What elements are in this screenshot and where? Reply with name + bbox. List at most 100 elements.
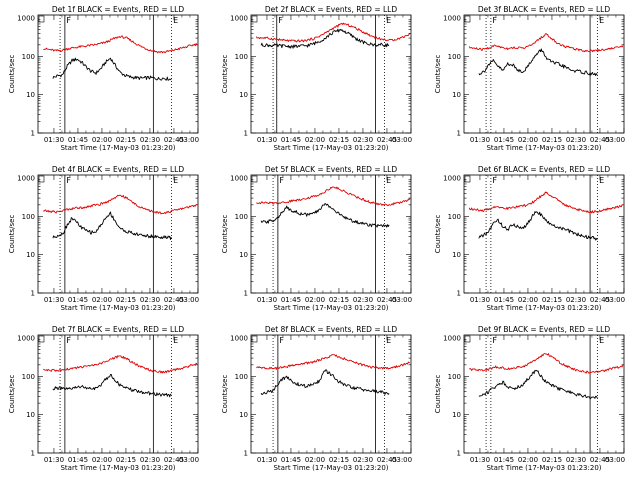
detector-panel-4: Det 4f BLACK = Events, RED = LLD 1 10 100 10… [8, 165, 199, 312]
lld-series-line [256, 186, 411, 207]
plot-frame [37, 334, 199, 454]
y-tick-label: 1 [31, 130, 35, 138]
x-axis-label: Start Time (17-May-03 01:23:20) [60, 304, 175, 312]
x-tick-label: 02:15 [542, 456, 562, 464]
y-tick-label: 10 [452, 91, 461, 99]
marker-label: E [599, 176, 604, 185]
x-tick-label: 01:45 [68, 456, 88, 464]
lld-series-line [468, 33, 624, 53]
x-tick-label: 02:45 [590, 456, 610, 464]
x-tick-label: 02:30 [353, 456, 373, 464]
x-tick-label: 03:00 [605, 136, 625, 144]
corner-box [251, 15, 258, 23]
y-axis-label: Counts/sec [221, 375, 229, 414]
y-tick-label: 1 [244, 130, 248, 138]
x-tick-label: 03:00 [179, 456, 199, 464]
marker-label: E [173, 176, 178, 185]
y-tick-label: 100 [22, 373, 35, 381]
x-tick-label: 01:45 [68, 296, 88, 304]
x-tick-label: 03:00 [605, 456, 625, 464]
x-axis-label: Start Time (17-May-03 01:23:20) [273, 304, 388, 312]
x-tick-label: 02:00 [92, 456, 112, 464]
y-tick-label: 1000 [17, 175, 35, 183]
panel-title: Det 7f BLACK = Events, RED = LLD [52, 325, 185, 334]
panel-title: Det 9f BLACK = Events, RED = LLD [478, 325, 611, 334]
y-axis-label: Counts/sec [434, 55, 442, 94]
x-tick-label: 02:45 [377, 136, 397, 144]
marker-label: E [173, 16, 178, 25]
y-tick-label: 10 [239, 91, 248, 99]
x-tick-label: 02:45 [590, 296, 610, 304]
x-tick-label: 03:00 [179, 136, 199, 144]
y-tick-label: 1000 [230, 175, 248, 183]
panel-title: Det 6f BLACK = Events, RED = LLD [478, 165, 611, 174]
x-tick-label: 02:15 [329, 136, 349, 144]
x-tick-label: 02:30 [566, 456, 586, 464]
y-tick-label: 100 [448, 53, 461, 61]
lld-series-line [43, 35, 198, 54]
x-axis-label: Start Time (17-May-03 01:23:20) [486, 304, 601, 312]
x-tick-label: 02:45 [377, 456, 397, 464]
x-tick-label: 02:00 [518, 136, 538, 144]
events-series-line [260, 202, 390, 228]
detector-panel-2: Det 2f BLACK = Events, RED = LLD 1 10 100 10… [221, 5, 412, 152]
x-tick-label: 02:00 [92, 296, 112, 304]
x-tick-label: 01:45 [494, 456, 514, 464]
y-tick-label: 100 [235, 373, 248, 381]
y-tick-label: 10 [239, 251, 248, 259]
marker-label: E [599, 336, 604, 345]
x-tick-label: 01:30 [470, 296, 490, 304]
events-series-line [52, 57, 172, 81]
y-tick-label: 1000 [17, 15, 35, 23]
y-tick-label: 1 [457, 130, 461, 138]
y-tick-label: 1000 [17, 335, 35, 343]
x-tick-label: 02:45 [377, 296, 397, 304]
x-tick-label: 01:30 [257, 456, 277, 464]
y-tick-label: 10 [26, 251, 35, 259]
marker-label: F [279, 176, 284, 185]
events-series-line [478, 211, 598, 241]
lld-series-line [256, 354, 410, 370]
marker-label: E [386, 16, 391, 25]
y-tick-label: 10 [452, 411, 461, 419]
events-series-line [260, 369, 390, 395]
marker-label: F [492, 176, 497, 185]
lld-series-line [43, 355, 198, 374]
x-tick-label: 02:15 [542, 296, 562, 304]
y-tick-label: 1 [244, 450, 248, 458]
marker-label: F [279, 336, 284, 345]
marker-label: E [386, 336, 391, 345]
detector-panel-9: Det 9f BLACK = Events, RED = LLD 1 10 100 10… [434, 325, 625, 472]
marker-label: E [599, 16, 604, 25]
events-series-line [260, 28, 390, 49]
x-tick-label: 01:45 [281, 296, 301, 304]
x-tick-label: 02:00 [518, 296, 538, 304]
x-tick-label: 02:45 [590, 136, 610, 144]
x-tick-label: 02:00 [305, 136, 325, 144]
events-series-line [52, 374, 172, 398]
y-axis-label: Counts/sec [8, 375, 16, 414]
x-tick-label: 02:00 [305, 456, 325, 464]
y-tick-label: 1 [457, 290, 461, 298]
x-tick-label: 02:45 [164, 296, 184, 304]
detector-panel-1: Det 1f BLACK = Events, RED = LLD 1 10 100 10… [8, 5, 199, 152]
x-tick-label: 01:45 [281, 456, 301, 464]
plot-frame [250, 174, 412, 294]
y-tick-label: 100 [448, 213, 461, 221]
x-tick-label: 01:30 [44, 456, 64, 464]
x-tick-label: 01:45 [494, 136, 514, 144]
detector-panel-7: Det 7f BLACK = Events, RED = LLD 1 10 100 10… [8, 325, 199, 472]
marker-label: E [173, 336, 178, 345]
corner-box [251, 335, 258, 343]
y-tick-label: 100 [22, 53, 35, 61]
x-tick-label: 01:30 [470, 136, 490, 144]
events-series-line [52, 211, 172, 240]
plot-frame [463, 14, 625, 134]
panel-title: Det 4f BLACK = Events, RED = LLD [52, 165, 185, 174]
y-tick-label: 1000 [230, 15, 248, 23]
detector-panel-8: Det 8f BLACK = Events, RED = LLD 1 10 100 10… [221, 325, 412, 472]
x-tick-label: 02:30 [140, 296, 160, 304]
y-tick-label: 1 [31, 290, 35, 298]
x-tick-label: 02:15 [116, 136, 136, 144]
